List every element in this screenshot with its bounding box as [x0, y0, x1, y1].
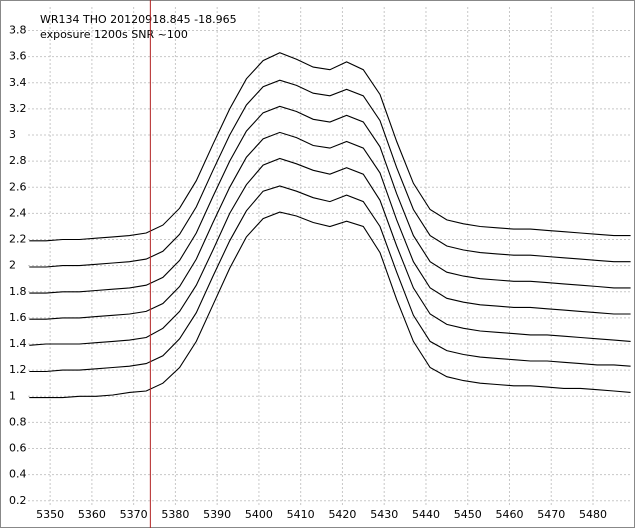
x-tick-label: 5460: [495, 508, 523, 521]
x-tick-label: 5380: [161, 508, 189, 521]
annotation: exposure 1200s SNR ~100: [40, 28, 188, 41]
spectrum-line: [29, 157, 631, 346]
x-tick-label: 5410: [287, 508, 315, 521]
spectrum-line: [29, 105, 631, 294]
y-tick-label: 2: [9, 259, 16, 272]
y-tick-label: 1.4: [9, 337, 27, 350]
annotation: WR134 THO 20120918.845 -18.965: [40, 13, 237, 26]
x-tick-label: 5400: [245, 508, 273, 521]
x-tick-label: 5370: [120, 508, 148, 521]
y-tick-label: 2.2: [9, 233, 27, 246]
y-tick-label: 0.8: [9, 415, 27, 428]
y-tick-label: 3.6: [9, 50, 27, 63]
x-tick-label: 5390: [203, 508, 231, 521]
y-tick-label: 1.6: [9, 311, 27, 324]
y-tick-label: 0.2: [9, 494, 27, 507]
y-tick-label: 3.2: [9, 102, 27, 115]
y-tick-label: 1.2: [9, 363, 27, 376]
y-tick-label: 1: [9, 389, 16, 402]
x-tick-label: 5420: [328, 508, 356, 521]
y-tick-label: 3.8: [9, 24, 27, 37]
y-tick-label: 0.6: [9, 442, 27, 455]
y-tick-label: 3: [9, 128, 16, 141]
spectrum-line: [29, 211, 631, 399]
x-tick-label: 5360: [78, 508, 106, 521]
spectrum-line: [29, 79, 631, 268]
x-tick-label: 5470: [537, 508, 565, 521]
x-tick-label: 5350: [36, 508, 64, 521]
spectrum-line: [29, 131, 631, 320]
x-tick-label: 5430: [370, 508, 398, 521]
x-tick-label: 5480: [579, 508, 607, 521]
x-tick-label: 5450: [454, 508, 482, 521]
y-tick-label: 1.8: [9, 285, 27, 298]
spectrum-line: [29, 52, 631, 242]
x-tick-label: 5440: [412, 508, 440, 521]
spectrum-line: [29, 185, 631, 373]
y-tick-label: 2.6: [9, 180, 27, 193]
y-tick-label: 3.4: [9, 76, 27, 89]
y-tick-label: 0.4: [9, 468, 27, 481]
y-tick-label: 2.4: [9, 206, 27, 219]
y-tick-label: 2.8: [9, 154, 27, 167]
